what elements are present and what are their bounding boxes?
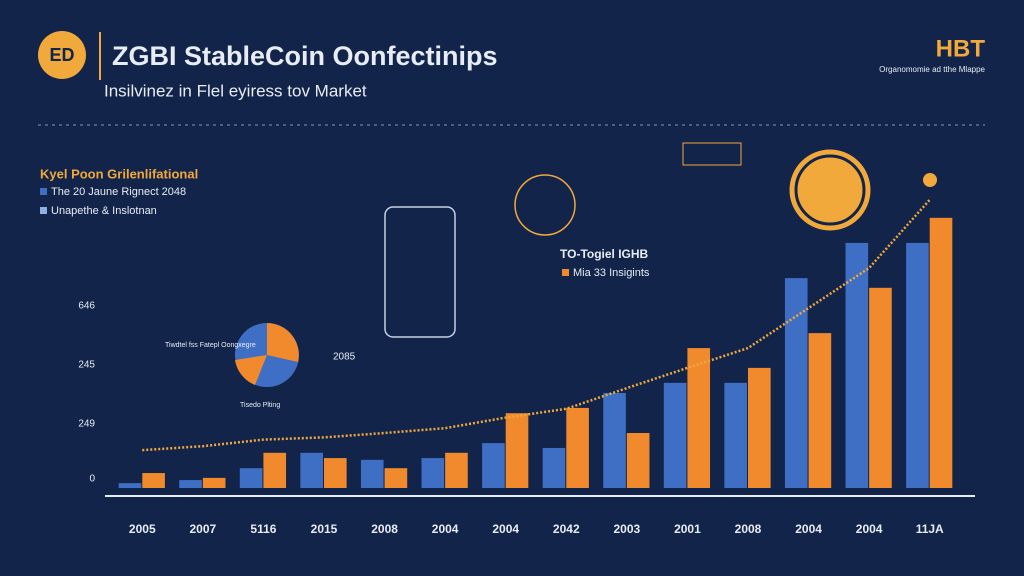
subtitle: Insilvinez in Flel eyiress tov Market: [104, 81, 367, 100]
bar: [384, 468, 408, 488]
legend-label: The 20 Jaune Rignect 2048: [51, 186, 186, 198]
bar: [360, 459, 384, 488]
coin: [786, 146, 874, 234]
bar: [748, 367, 771, 488]
bar: [445, 452, 468, 488]
legend-label: Unapethe & Inslotnan: [51, 205, 157, 217]
coin-ring: [794, 154, 866, 226]
x-tick-label: 2015: [311, 522, 338, 536]
bar: [687, 348, 711, 488]
x-tick-label: 5116: [250, 522, 276, 536]
line-end-dot: [923, 173, 937, 187]
phone-icon: [384, 206, 456, 338]
bar: [179, 480, 202, 488]
legend-swatch: [40, 207, 47, 214]
bar: [784, 278, 808, 488]
bar: [421, 458, 445, 488]
bar: [663, 382, 687, 488]
bar: [324, 458, 347, 488]
legend-label: Mia 33 Insigints: [573, 267, 650, 279]
bar: [724, 382, 747, 488]
bar: [505, 413, 529, 488]
x-tick-label: 2004: [432, 522, 459, 536]
card-icon: [682, 142, 742, 166]
y-label: 646: [78, 301, 95, 312]
x-tick-label: 11JA: [916, 522, 944, 536]
bar: [566, 407, 589, 488]
bar: [626, 433, 650, 488]
panel-title: Kyel Poon Grilenlifational: [40, 166, 198, 181]
x-tick-label: 2001: [674, 522, 701, 536]
brand: HBT: [936, 35, 986, 62]
pie-footer: Tisedo Plting: [240, 402, 280, 409]
bar: [239, 468, 263, 488]
legend-swatch: [562, 269, 569, 276]
bar: [603, 392, 626, 488]
x-tick-label: 2004: [856, 522, 883, 536]
bar: [142, 473, 165, 488]
x-tick-label: 2004: [795, 522, 822, 536]
bar: [845, 242, 869, 488]
logo: ED: [49, 45, 74, 65]
x-tick-label: 2007: [190, 522, 217, 536]
y-label: 249: [78, 419, 95, 430]
bar: [808, 333, 832, 488]
y-label: 245: [78, 360, 95, 371]
x-tick-label: 2005: [129, 522, 156, 536]
x-tick-label: 2042: [553, 522, 580, 536]
bar: [906, 242, 929, 488]
shield-icon: [514, 174, 576, 236]
bar: [929, 217, 953, 488]
bar: [202, 477, 226, 488]
pie-slice: [235, 355, 267, 385]
bar: [482, 443, 505, 488]
bar: [263, 452, 287, 488]
bar: [869, 287, 892, 488]
pie-caption: Tiwdtel fss Fatepl Oongxegre: [165, 342, 256, 349]
bar: [118, 483, 142, 488]
bar: [300, 452, 323, 488]
x-tick-label: 2003: [614, 522, 641, 536]
inset-title: TO-Togiel IGHB: [560, 247, 649, 261]
bar: [542, 447, 566, 488]
logo-circle: [38, 31, 86, 79]
brand-caption: Organomomie ad tthe Mlappe: [879, 65, 985, 74]
y-label: 0: [89, 474, 95, 485]
title: ZGBI StableCoin Oonfectinips: [112, 41, 498, 71]
pie-slice: [267, 323, 299, 362]
legend-swatch: [40, 188, 47, 195]
x-tick-label: 2008: [735, 522, 762, 536]
pie-side: 2085: [333, 352, 356, 363]
x-tick-label: 2004: [492, 522, 519, 536]
x-tick-label: 2008: [371, 522, 398, 536]
